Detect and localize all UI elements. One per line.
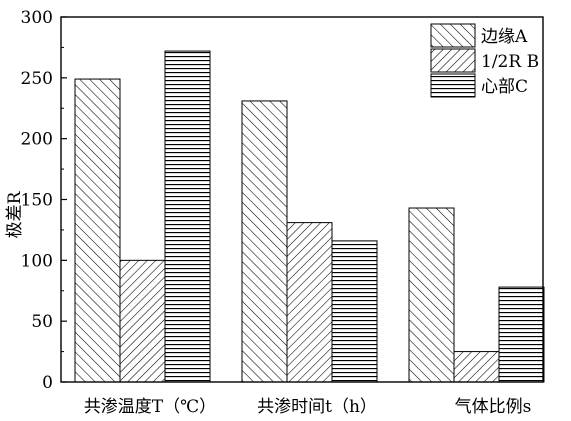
y-tick-label: 50	[31, 312, 53, 332]
bar-2-1	[119, 259, 166, 383]
bar-3-1	[164, 50, 211, 383]
legend-label: 1/2R B	[481, 52, 539, 72]
legend-swatch	[430, 48, 476, 73]
x-category-label: 共渗温度T（℃）	[84, 397, 216, 417]
legend-swatch	[430, 23, 476, 48]
x-labels-group: 共渗温度T（℃） 共渗时间t（h） 气体比例s	[84, 397, 532, 417]
legend-label: 心部C	[481, 77, 528, 97]
y-ticks-group: 0 50 100 150 200 250 300	[21, 8, 67, 393]
y-tick-label: 250	[21, 69, 53, 89]
legend: 边缘A 1/2R B 心部C	[430, 23, 539, 98]
bar-3-3	[498, 286, 545, 383]
bar-1-1	[74, 78, 121, 383]
y-tick-label: 200	[21, 130, 53, 150]
bar-1-3	[408, 207, 455, 383]
x-category-label: 共渗时间t（h）	[257, 397, 377, 417]
bar-2-3	[453, 351, 500, 383]
bar-1-2	[241, 100, 288, 383]
bar-3-2	[331, 240, 378, 383]
legend-swatch	[430, 73, 476, 98]
bars-group	[74, 50, 545, 383]
y-tick-label: 0	[42, 373, 53, 393]
y-tick-label: 100	[21, 251, 53, 271]
x-category-label: 气体比例s	[455, 397, 532, 417]
bar-2-2	[286, 222, 333, 383]
y-tick-label: 300	[21, 8, 53, 28]
y-tick-label: 150	[21, 191, 53, 211]
y-axis-label: 极差R	[5, 190, 25, 238]
legend-label: 边缘A	[481, 27, 528, 47]
